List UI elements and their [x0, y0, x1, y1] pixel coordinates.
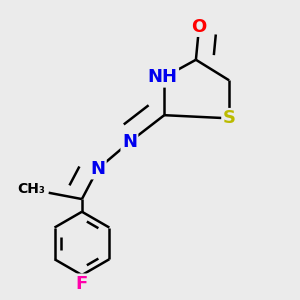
- Text: O: O: [191, 17, 207, 35]
- Text: N: N: [122, 133, 137, 151]
- Text: CH₃: CH₃: [18, 182, 46, 196]
- Text: S: S: [223, 109, 236, 127]
- Text: F: F: [76, 275, 88, 293]
- Text: N: N: [90, 160, 105, 178]
- Text: NH: NH: [148, 68, 178, 86]
